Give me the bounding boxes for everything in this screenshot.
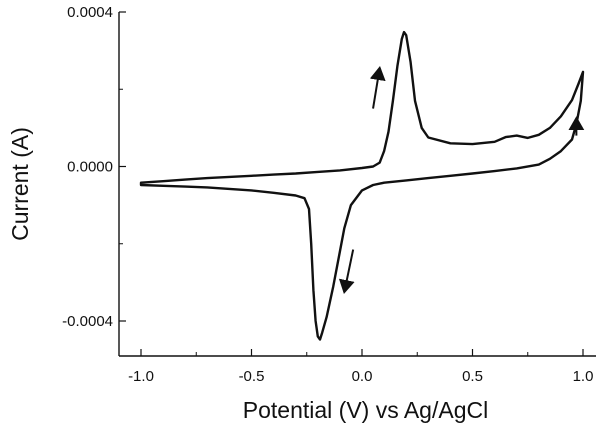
- y-tick-label: -0.0004: [62, 313, 113, 330]
- scan-direction-arrow: [338, 249, 355, 294]
- x-tick-label: 0.0: [352, 368, 373, 385]
- scan-direction-arrow: [369, 66, 386, 109]
- x-tick-label: -0.5: [239, 368, 265, 385]
- y-tick-label: 0.0000: [67, 159, 113, 176]
- x-tick-label: -1.0: [128, 368, 154, 385]
- y-axis-title: Current (A): [7, 127, 33, 241]
- cv-curve-line: [139, 30, 585, 341]
- x-axis-title: Potential (V) vs Ag/AgCl: [243, 397, 488, 423]
- x-tick-label: 1.0: [573, 368, 594, 385]
- x-tick-label: 0.5: [462, 368, 483, 385]
- y-tick-label: 0.0004: [67, 4, 113, 21]
